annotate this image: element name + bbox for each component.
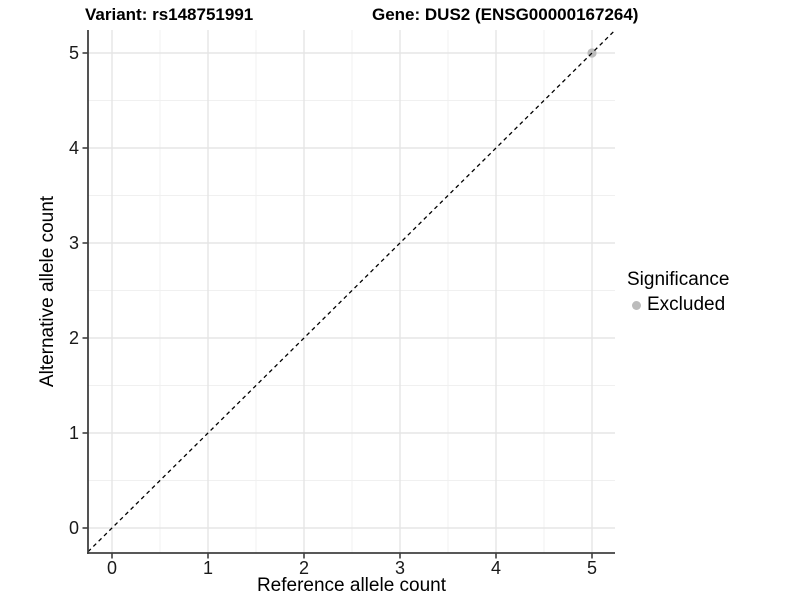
x-tick-label: 4: [491, 558, 501, 578]
y-axis-title: Alternative allele count: [37, 195, 58, 387]
x-tick-label: 3: [395, 558, 405, 578]
y-tick-label: 0: [69, 518, 79, 538]
legend-item-excluded: Excluded: [627, 294, 729, 316]
plot-title-gene: Gene: DUS2 (ENSG00000167264): [372, 5, 639, 24]
x-tick-label: 0: [107, 558, 117, 578]
x-tick-label: 2: [299, 558, 309, 578]
y-tick-label: 4: [69, 138, 79, 158]
legend-title: Significance: [627, 269, 730, 290]
legend-item-label: Excluded: [647, 294, 726, 315]
x-tick-label: 1: [203, 558, 213, 578]
y-tick-label: 3: [69, 233, 79, 253]
excluded-point-swatch-icon: [632, 300, 641, 310]
y-tick-label: 5: [69, 43, 79, 63]
plot-title-variant: Variant: rs148751991: [85, 5, 254, 24]
x-axis-title: Reference allele count: [257, 575, 447, 596]
identity-reference-line: [87, 29, 616, 553]
legend: Significance Excluded: [627, 269, 729, 316]
x-tick-label: 5: [587, 558, 597, 578]
y-tick-label: 2: [69, 328, 79, 348]
y-tick-label: 1: [69, 423, 79, 443]
